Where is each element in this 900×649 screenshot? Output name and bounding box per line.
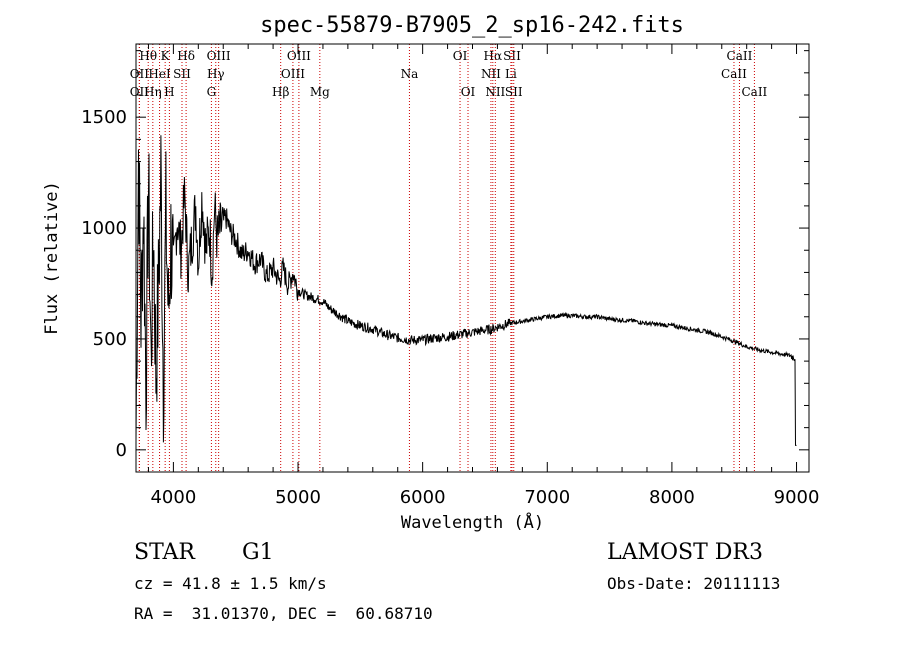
line-label: HeI: [148, 67, 171, 81]
line-label: OIII: [207, 49, 231, 63]
line-label: OIII: [281, 67, 305, 81]
line-label: SII: [173, 67, 191, 81]
line-label: NII: [485, 85, 505, 99]
line-label: CaII: [741, 85, 767, 99]
line-label: OII: [130, 85, 150, 99]
line-label: SII: [503, 49, 521, 63]
chart-title: spec-55879-B7905_2_sp16-242.fits: [260, 13, 684, 38]
y-tick-label: 1000: [81, 218, 127, 239]
line-label: SII: [505, 85, 523, 99]
obs-date-label: Obs-Date: 20111113: [607, 574, 781, 593]
line-label: K: [161, 49, 171, 63]
y-tick-label: 500: [93, 329, 127, 350]
spectrum-series: [135, 135, 797, 446]
survey-label: LAMOST DR3: [607, 540, 763, 565]
axis-ticks: 4000 5000 6000 7000 8000 9000 0 500 1000 1500: [81, 44, 819, 508]
line-label: OI: [461, 85, 476, 99]
line-label: Hβ: [272, 85, 289, 99]
line-label: OI: [453, 49, 468, 63]
plot-frame: [135, 43, 810, 473]
x-tick-label: 6000: [400, 487, 446, 508]
x-tick-label: 9000: [774, 487, 820, 508]
line-label: CaII: [727, 49, 753, 63]
y-axis-label: Flux (relative): [42, 181, 62, 335]
line-label: NII: [481, 67, 501, 81]
line-label: Mg: [310, 85, 330, 99]
x-axis-label: Wavelength (Å): [401, 511, 544, 533]
line-label: G: [207, 85, 217, 99]
line-label: Hγ: [207, 67, 225, 81]
x-tick-label: 8000: [649, 487, 695, 508]
x-tick-label: 5000: [275, 487, 321, 508]
line-label: Hθ: [139, 49, 157, 63]
x-tick-label: 4000: [150, 487, 196, 508]
line-label: Hα: [484, 49, 503, 63]
coordinates-label: RA = 31.01370, DEC = 60.68710: [134, 604, 433, 623]
line-label: Na: [401, 67, 419, 81]
y-tick-label: 0: [116, 440, 127, 461]
object-class: STAR: [134, 540, 195, 565]
line-label: CaII: [721, 67, 747, 81]
redshift-label: cz = 41.8 ± 1.5 km/s: [134, 574, 327, 593]
line-label: Hη: [144, 85, 162, 99]
line-label: Hδ: [177, 49, 195, 63]
object-subclass: G1: [242, 540, 274, 565]
spectrum-line: [135, 135, 797, 446]
line-label: H: [164, 85, 174, 99]
line-label: OIII: [287, 49, 311, 63]
line-label: Li: [505, 67, 517, 81]
x-tick-label: 7000: [524, 487, 570, 508]
y-tick-label: 1500: [81, 107, 127, 128]
